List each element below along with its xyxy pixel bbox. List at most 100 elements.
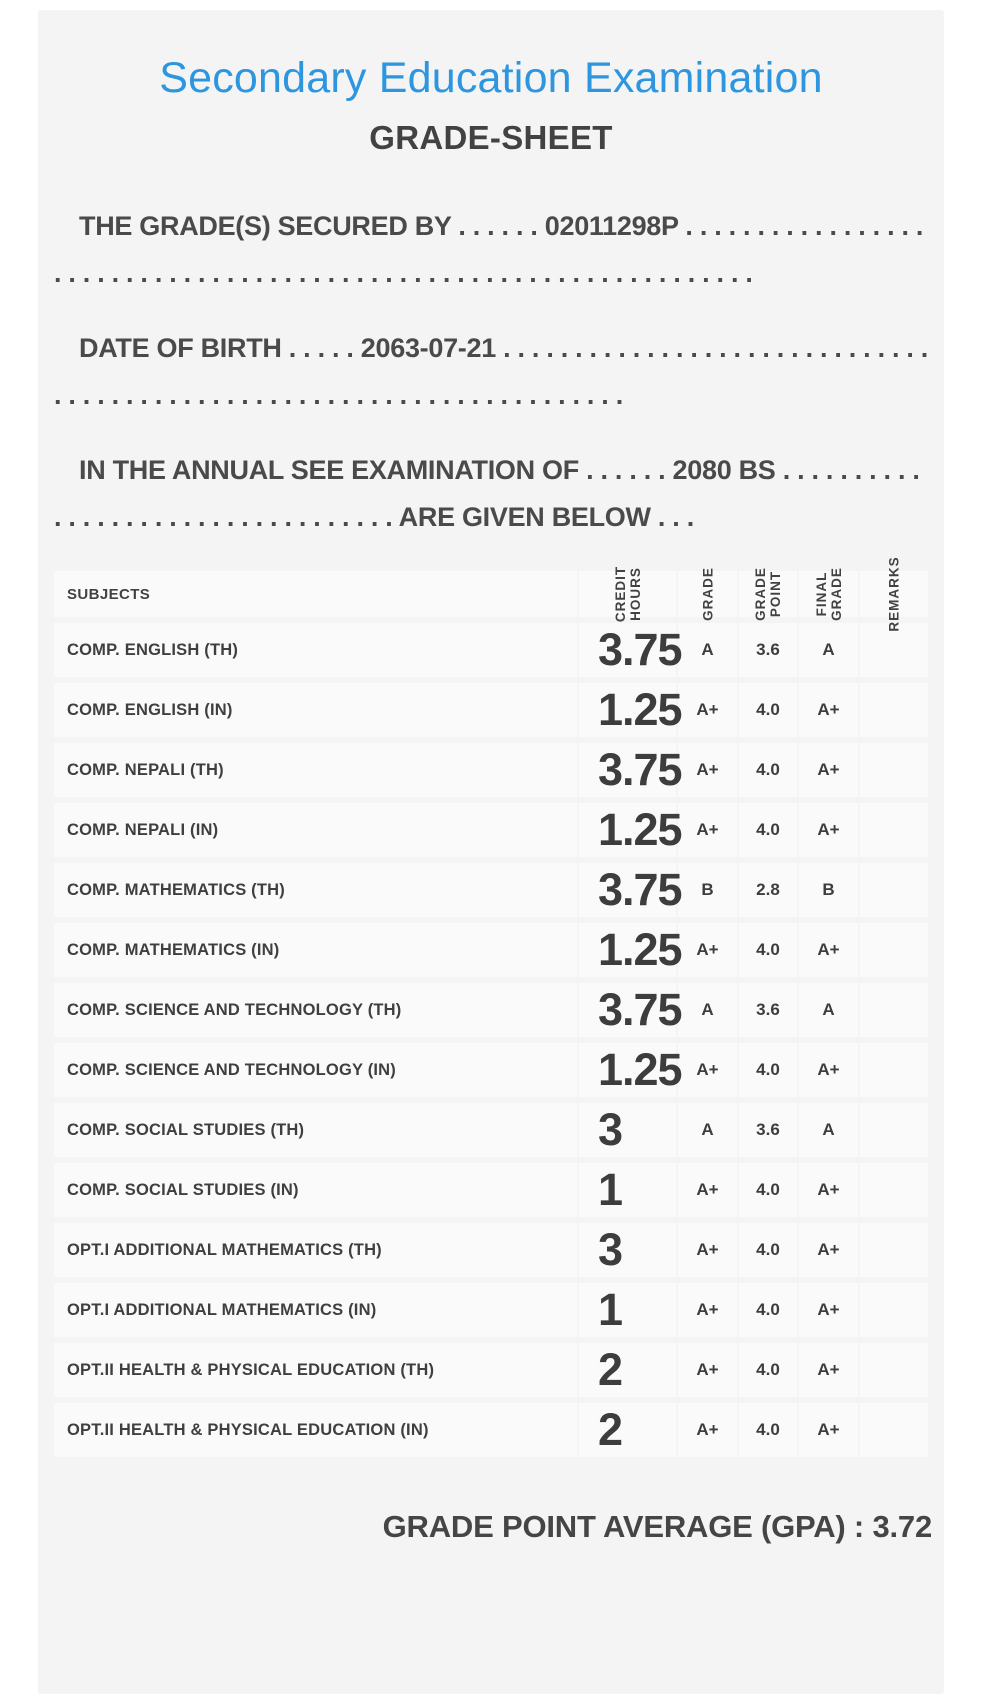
table-row: COMP. SOCIAL STUDIES (IN) 1 A+ 4.0 A+ <box>54 1163 928 1217</box>
remarks-cell <box>858 683 928 737</box>
remarks-cell <box>858 1283 928 1337</box>
final-grade-cell: A+ <box>797 1043 858 1097</box>
grade-cell: A <box>676 983 737 1037</box>
table-row: COMP. NEPALI (IN) 1.25 A+ 4.0 A+ <box>54 803 928 857</box>
final-grade-cell: A <box>797 1103 858 1157</box>
grade-cell: A+ <box>676 1223 737 1277</box>
credit-hours-cell: 1.25 <box>577 803 683 857</box>
grade-cell: A+ <box>676 743 737 797</box>
examination-statement: IN THE ANNUAL SEE EXAMINATION OF . . . .… <box>54 455 920 532</box>
grade-cell: A+ <box>676 803 737 857</box>
credit-hours-cell: 1 <box>577 1163 676 1217</box>
sheet-subtitle: GRADE-SHEET <box>369 119 613 156</box>
column-header-grade-point: GRADE POINT <box>737 567 797 621</box>
grade-point-cell: 4.0 <box>737 1403 797 1457</box>
subject-cell: OPT.II HEALTH & PHYSICAL EDUCATION (IN) <box>54 1403 577 1457</box>
table-row: COMP. MATHEMATICS (TH) 3.75 B 2.8 B <box>54 863 928 917</box>
final-grade-cell: A <box>797 983 858 1037</box>
subject-cell: COMP. SCIENCE AND TECHNOLOGY (TH) <box>54 983 577 1037</box>
column-header-grade: GRADE <box>676 567 737 621</box>
grade-cell: A+ <box>676 1283 737 1337</box>
column-header-remarks: REMARKS <box>858 556 928 632</box>
table-header-row: SUBJECTS CREDIT HOURS GRADE GRADE POINT … <box>54 556 928 632</box>
page-title: Secondary Education Examination <box>159 54 823 102</box>
grade-point-cell: 4.0 <box>737 743 797 797</box>
credit-hours-cell: 1.25 <box>577 683 683 737</box>
remarks-cell <box>858 1163 928 1217</box>
remarks-cell <box>858 863 928 917</box>
final-grade-cell: A+ <box>797 743 858 797</box>
credit-hours-cell: 3.75 <box>577 623 683 677</box>
grade-point-cell: 4.0 <box>737 1223 797 1277</box>
credit-hours-cell: 3.75 <box>577 983 683 1037</box>
grade-sheet-card: Secondary Education Examination GRADE-SH… <box>38 10 944 1694</box>
subject-cell: COMP. NEPALI (TH) <box>54 743 577 797</box>
grade-cell: A+ <box>676 1163 737 1217</box>
table-row: COMP. SCIENCE AND TECHNOLOGY (TH) 3.75 A… <box>54 983 928 1037</box>
credit-hours-cell: 1.25 <box>577 1043 683 1097</box>
final-grade-cell: A+ <box>797 683 858 737</box>
final-grade-cell: A+ <box>797 1223 858 1277</box>
remarks-cell <box>858 803 928 857</box>
grade-cell: A+ <box>676 683 737 737</box>
table-row: COMP. ENGLISH (IN) 1.25 A+ 4.0 A+ <box>54 683 928 737</box>
grade-cell: B <box>676 863 737 917</box>
grade-point-cell: 3.6 <box>737 1103 797 1157</box>
final-grade-cell: A+ <box>797 803 858 857</box>
subject-cell: OPT.I ADDITIONAL MATHEMATICS (IN) <box>54 1283 577 1337</box>
grades-table-body: COMP. ENGLISH (TH) 3.75 A 3.6 A COMP. EN… <box>54 623 928 1457</box>
subject-cell: COMP. SCIENCE AND TECHNOLOGY (IN) <box>54 1043 577 1097</box>
gpa-summary: GRADE POINT AVERAGE (GPA) : 3.72 <box>382 1509 933 1544</box>
secured-by-statement: THE GRADE(S) SECURED BY . . . . . . 0201… <box>54 211 924 288</box>
credit-hours-cell: 3 <box>577 1103 676 1157</box>
final-grade-cell: A <box>797 623 858 677</box>
subject-cell: COMP. NEPALI (IN) <box>54 803 577 857</box>
remarks-cell <box>858 1223 928 1277</box>
grade-header-label: GRADE <box>700 567 715 621</box>
grades-table: SUBJECTS CREDIT HOURS GRADE GRADE POINT … <box>54 556 928 1463</box>
remarks-cell <box>858 1343 928 1397</box>
table-row: COMP. MATHEMATICS (IN) 1.25 A+ 4.0 A+ <box>54 923 928 977</box>
date-of-birth-statement: DATE OF BIRTH . . . . . 2063-07-21 . . .… <box>54 333 928 410</box>
credit-hours-cell: 3.75 <box>577 863 683 917</box>
subject-cell: OPT.I ADDITIONAL MATHEMATICS (TH) <box>54 1223 577 1277</box>
table-row: OPT.II HEALTH & PHYSICAL EDUCATION (IN) … <box>54 1403 928 1457</box>
grade-point-cell: 4.0 <box>737 1343 797 1397</box>
grade-point-cell: 4.0 <box>737 923 797 977</box>
table-row: OPT.I ADDITIONAL MATHEMATICS (TH) 3 A+ 4… <box>54 1223 928 1277</box>
table-row: OPT.I ADDITIONAL MATHEMATICS (IN) 1 A+ 4… <box>54 1283 928 1337</box>
credit-hours-cell: 3.75 <box>577 743 683 797</box>
grade-point-cell: 4.0 <box>737 683 797 737</box>
subject-cell: COMP. SOCIAL STUDIES (TH) <box>54 1103 577 1157</box>
grade-point-cell: 4.0 <box>737 1163 797 1217</box>
grade-point-cell: 4.0 <box>737 1043 797 1097</box>
table-row: COMP. SCIENCE AND TECHNOLOGY (IN) 1.25 A… <box>54 1043 928 1097</box>
grade-point-cell: 3.6 <box>737 983 797 1037</box>
column-header-subjects: SUBJECTS <box>54 571 577 617</box>
final-grade-cell: A+ <box>797 923 858 977</box>
grade-cell: A <box>676 1103 737 1157</box>
subject-cell: COMP. MATHEMATICS (IN) <box>54 923 577 977</box>
final-grade-cell: A+ <box>797 1403 858 1457</box>
grade-cell: A <box>676 623 737 677</box>
final-grade-cell: B <box>797 863 858 917</box>
table-row: COMP. NEPALI (TH) 3.75 A+ 4.0 A+ <box>54 743 928 797</box>
credit-hours-cell: 1.25 <box>577 923 683 977</box>
subject-cell: COMP. SOCIAL STUDIES (IN) <box>54 1163 577 1217</box>
subject-cell: COMP. ENGLISH (TH) <box>54 623 577 677</box>
remarks-cell <box>858 743 928 797</box>
final-grade-cell: A+ <box>797 1283 858 1337</box>
final-grade-header-label: FINAL GRADE <box>813 567 844 621</box>
column-header-final-grade: FINAL GRADE <box>797 567 858 621</box>
remarks-cell <box>858 1403 928 1457</box>
grade-cell: A+ <box>676 1403 737 1457</box>
table-row: COMP. ENGLISH (TH) 3.75 A 3.6 A <box>54 623 928 677</box>
remarks-cell <box>858 1043 928 1097</box>
grade-point-cell: 4.0 <box>737 803 797 857</box>
grade-cell: A+ <box>676 923 737 977</box>
subject-cell: COMP. ENGLISH (IN) <box>54 683 577 737</box>
grade-cell: A+ <box>676 1043 737 1097</box>
credit-hours-header-label: CREDIT HOURS <box>612 565 643 623</box>
remarks-cell <box>858 983 928 1037</box>
credit-hours-cell: 2 <box>577 1343 676 1397</box>
